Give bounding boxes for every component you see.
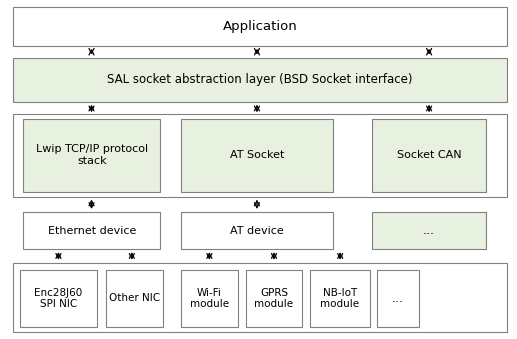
FancyBboxPatch shape <box>13 7 507 46</box>
FancyBboxPatch shape <box>181 270 238 327</box>
FancyBboxPatch shape <box>181 119 333 192</box>
FancyBboxPatch shape <box>13 263 507 332</box>
Text: NB-IoT
module: NB-IoT module <box>321 287 359 309</box>
FancyBboxPatch shape <box>13 114 507 197</box>
FancyBboxPatch shape <box>20 270 97 327</box>
FancyBboxPatch shape <box>181 212 333 249</box>
FancyBboxPatch shape <box>23 212 160 249</box>
FancyBboxPatch shape <box>246 270 302 327</box>
Text: AT device: AT device <box>231 225 284 236</box>
FancyBboxPatch shape <box>23 119 160 192</box>
Text: Enc28J60
SPI NIC: Enc28J60 SPI NIC <box>34 287 83 309</box>
Text: GPRS
module: GPRS module <box>254 287 294 309</box>
Text: Socket CAN: Socket CAN <box>397 150 461 160</box>
Text: Lwip TCP/IP protocol
stack: Lwip TCP/IP protocol stack <box>36 144 148 166</box>
Text: ...: ... <box>423 224 435 237</box>
Text: SAL socket abstraction layer (BSD Socket interface): SAL socket abstraction layer (BSD Socket… <box>107 73 413 86</box>
FancyBboxPatch shape <box>377 270 419 327</box>
FancyBboxPatch shape <box>106 270 163 327</box>
Text: Wi-Fi
module: Wi-Fi module <box>190 287 229 309</box>
FancyBboxPatch shape <box>372 119 486 192</box>
FancyBboxPatch shape <box>13 58 507 102</box>
FancyBboxPatch shape <box>372 212 486 249</box>
Text: Other NIC: Other NIC <box>109 293 160 303</box>
Text: ...: ... <box>392 292 404 305</box>
Text: Ethernet device: Ethernet device <box>48 225 136 236</box>
Text: Application: Application <box>222 20 297 33</box>
FancyBboxPatch shape <box>310 270 370 327</box>
Text: AT Socket: AT Socket <box>230 150 284 160</box>
